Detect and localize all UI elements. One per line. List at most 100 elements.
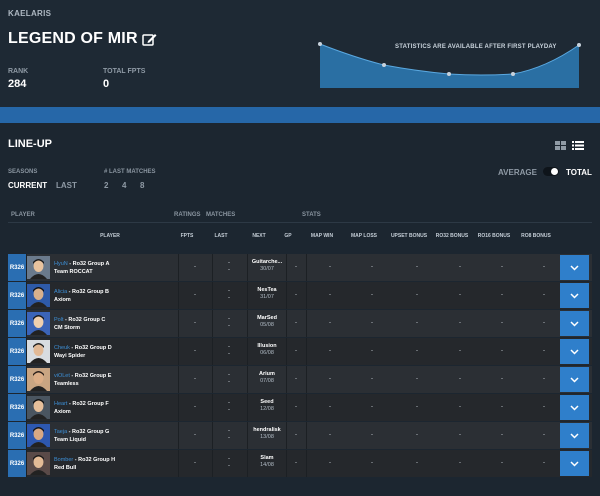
player-team: Team Liquid xyxy=(54,437,86,443)
gp-cell: - xyxy=(295,292,297,298)
next-opponent: Slam xyxy=(260,455,274,461)
map-win-cell: - xyxy=(329,432,331,438)
player-group-prefix: - xyxy=(69,373,75,379)
column-separator xyxy=(178,282,179,309)
expand-row-button[interactable] xyxy=(560,451,589,476)
last-cell: -- xyxy=(214,400,244,414)
player-info[interactable]: Taeja - Ro32 Group G Team Liquid xyxy=(54,428,109,444)
fpts-label: TOTAL FPTS xyxy=(103,68,146,75)
last-cell: -- xyxy=(214,428,244,442)
next-date: 12/08 xyxy=(260,406,274,412)
column-separator xyxy=(286,422,287,449)
upset-cell: - xyxy=(416,404,418,410)
chevron-down-icon xyxy=(570,376,579,383)
last-value-1: - xyxy=(228,400,230,406)
player-info[interactable]: Bomber - Ro32 Group H Red Bull xyxy=(54,456,115,472)
map-loss-cell: - xyxy=(371,264,373,270)
player-name[interactable]: HyuN xyxy=(54,261,68,267)
gp-cell: - xyxy=(295,348,297,354)
player-name[interactable]: Cheuk xyxy=(54,345,70,351)
column-separator xyxy=(178,394,179,421)
expand-row-button[interactable] xyxy=(560,283,589,308)
player-name[interactable]: Heart xyxy=(54,401,68,407)
banner-bar xyxy=(0,107,600,123)
table-row[interactable]: R326 Taeja - Ro32 Group G Team Liquid - - - he… xyxy=(8,422,592,449)
expand-row-button[interactable] xyxy=(560,367,589,392)
table-row[interactable]: R326 Cheuk - Ro32 Group D Wayi Spider - - - Il… xyxy=(8,338,592,365)
table-row[interactable]: R326 Bomber - Ro32 Group H Red Bull - - - Slam… xyxy=(8,450,592,477)
ro16-cell: - xyxy=(501,404,503,410)
player-name[interactable]: Alicia xyxy=(54,289,68,295)
next-match-cell: hendralisk 13/08 xyxy=(249,427,285,441)
player-info[interactable]: HyuN - Ro32 Group A Team ROCCAT xyxy=(54,260,109,276)
player-group-prefix: - xyxy=(69,345,75,351)
table-row[interactable]: R326 Alicia - Ro32 Group B Axiom - - - NesTea 3… xyxy=(8,282,592,309)
gp-cell: - xyxy=(295,460,297,466)
upset-cell: - xyxy=(416,292,418,298)
column-separator xyxy=(212,338,213,365)
table-row[interactable]: R326 Polt - Ro32 Group C CM Storm - - - MarSed… xyxy=(8,310,592,337)
season-current[interactable]: CURRENT xyxy=(8,181,48,190)
last-cell: -- xyxy=(214,456,244,470)
expand-row-button[interactable] xyxy=(560,423,589,448)
player-info[interactable]: Alicia - Ro32 Group B Axiom xyxy=(54,288,109,304)
chevron-down-icon xyxy=(570,460,579,467)
last-value-1: - xyxy=(228,316,230,322)
upset-cell: - xyxy=(416,376,418,382)
total-label[interactable]: TOTAL xyxy=(566,168,592,177)
ro8-cell: - xyxy=(543,264,545,270)
expand-row-button[interactable] xyxy=(560,339,589,364)
edit-icon[interactable] xyxy=(141,33,157,46)
last-cell: -- xyxy=(214,372,244,386)
next-opponent: NesTea xyxy=(257,287,277,293)
table-row[interactable]: R326 HyuN - Ro32 Group A Team ROCCAT - - - Gui… xyxy=(8,254,592,281)
player-name[interactable]: Bomber xyxy=(54,457,74,463)
expand-row-button[interactable] xyxy=(560,255,589,280)
upset-cell: - xyxy=(416,460,418,466)
column-separator xyxy=(247,338,248,365)
player-info[interactable]: Polt - Ro32 Group C CM Storm xyxy=(54,316,105,332)
map-win-cell: - xyxy=(329,320,331,326)
expand-row-button[interactable] xyxy=(560,311,589,336)
player-team: CM Storm xyxy=(54,325,80,331)
grid-view-icon[interactable] xyxy=(555,137,566,155)
col-map-win: MAP WIN xyxy=(310,233,334,239)
column-separator xyxy=(306,366,307,393)
lineup-title: LINE-UP xyxy=(8,138,52,150)
player-info[interactable]: Cheuk - Ro32 Group D Wayi Spider xyxy=(54,344,112,360)
rank-badge: R326 xyxy=(8,254,26,281)
last-cell: -- xyxy=(214,316,244,330)
gp-cell: - xyxy=(295,376,297,382)
player-name[interactable]: Polt xyxy=(54,317,64,323)
next-opponent: hendralisk xyxy=(253,427,281,433)
average-label[interactable]: AVERAGE xyxy=(498,168,537,177)
avatar xyxy=(27,340,50,363)
fpts-cell: - xyxy=(194,320,196,326)
player-name[interactable]: Taeja xyxy=(54,429,68,435)
season-last[interactable]: LAST xyxy=(56,181,77,190)
column-separator xyxy=(247,310,248,337)
player-info[interactable]: viOLet - Ro32 Group E Teamless xyxy=(54,372,111,388)
column-separator xyxy=(286,394,287,421)
map-win-cell: - xyxy=(329,460,331,466)
last-matches-4[interactable]: 4 xyxy=(122,181,127,190)
player-group-prefix: - xyxy=(67,401,73,407)
last-matches-2[interactable]: 2 xyxy=(104,181,109,190)
graph-note: STATISTICS ARE AVAILABLE AFTER FIRST PLA… xyxy=(395,44,557,50)
column-separator xyxy=(212,366,213,393)
average-total-toggle[interactable] xyxy=(543,167,559,176)
rank-badge: R326 xyxy=(8,310,26,337)
table-row[interactable]: R326 Heart - Ro32 Group F Axiom - - - Seed 12/0… xyxy=(8,394,592,421)
player-info[interactable]: Heart - Ro32 Group F Axiom xyxy=(54,400,109,416)
table-row[interactable]: R326 viOLet - Ro32 Group E Teamless - - - Ariu… xyxy=(8,366,592,393)
map-loss-cell: - xyxy=(371,320,373,326)
player-name[interactable]: viOLet xyxy=(54,373,70,379)
last-matches-8[interactable]: 8 xyxy=(140,181,145,190)
list-view-icon[interactable] xyxy=(572,137,584,155)
column-separator xyxy=(178,366,179,393)
ro16-cell: - xyxy=(501,376,503,382)
chevron-down-icon xyxy=(570,432,579,439)
avatar xyxy=(27,312,50,335)
expand-row-button[interactable] xyxy=(560,395,589,420)
column-separator xyxy=(306,310,307,337)
